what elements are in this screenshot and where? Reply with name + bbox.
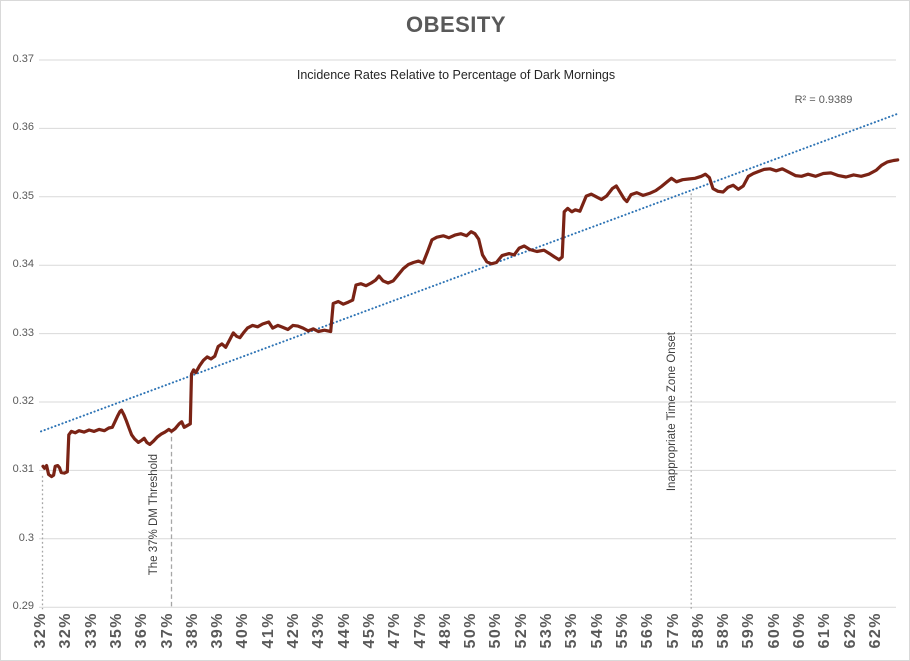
x-axis-tick-label: 37% — [159, 612, 176, 649]
x-axis-tick-label: 58% — [690, 612, 707, 649]
x-axis-tick-label: 60% — [791, 612, 808, 649]
x-axis-tick-label: 41% — [260, 612, 277, 649]
trendline — [40, 112, 900, 433]
x-axis-tick-label: 60% — [766, 612, 783, 649]
x-axis-tick-label: 40% — [234, 612, 251, 649]
x-axis-tick-label: 59% — [740, 612, 757, 649]
x-axis-tick-label: 48% — [437, 612, 454, 649]
y-axis-tick-label: 0.31 — [12, 463, 34, 475]
trendline-r-squared-label: R² = 0.9389 — [794, 94, 853, 106]
incidence-series-line — [41, 158, 900, 479]
x-axis-tick-label: 53% — [538, 612, 555, 649]
x-axis-tick-label: 58% — [715, 612, 732, 649]
x-axis-tick-label: 35% — [108, 612, 125, 649]
x-axis-tick-label: 33% — [83, 612, 100, 649]
x-axis-tick-label: 50% — [462, 612, 479, 649]
annotation-label-inappropriate-time-zone-onset: Inappropriate Time Zone Onset — [666, 332, 678, 492]
x-axis-tick-label: 55% — [614, 612, 631, 649]
x-axis-tick-label: 38% — [184, 612, 201, 649]
x-axis-tick-label: 42% — [285, 612, 302, 649]
annotation-label-37-dm-threshold: The 37% DM Threshold — [148, 454, 160, 576]
y-axis-tick-label: 0.33 — [12, 327, 34, 339]
x-axis-tick-label: 47% — [412, 612, 429, 649]
y-axis-tick-label: 0.29 — [12, 600, 34, 612]
chart-subtitle: Incidence Rates Relative to Percentage o… — [296, 68, 616, 82]
x-axis-tick-label: 32% — [32, 612, 49, 649]
y-axis-tick-label: 0.35 — [12, 190, 34, 202]
x-axis-tick-label: 45% — [361, 612, 378, 649]
y-axis-tick-label: 0.3 — [18, 532, 34, 544]
x-axis-tick-label: 62% — [867, 612, 884, 649]
x-axis-tick-label: 54% — [589, 612, 606, 649]
x-axis-tick-label: 53% — [563, 612, 580, 649]
x-axis-tick-label: 44% — [336, 612, 353, 649]
x-axis-tick-label: 56% — [639, 612, 656, 649]
y-axis-tick-label: 0.37 — [12, 53, 34, 65]
x-axis-tick-label: 36% — [133, 612, 150, 649]
chart-title: OBESITY — [405, 12, 507, 37]
x-axis-tick-label: 61% — [816, 612, 833, 649]
x-axis-tick-label: 47% — [386, 612, 403, 649]
y-axis-tick-label: 0.36 — [12, 121, 34, 133]
x-axis-tick-label: 52% — [513, 612, 530, 649]
x-axis-tick-label: 39% — [209, 612, 226, 649]
x-axis-tick-label: 57% — [665, 612, 682, 649]
y-axis-tick-label: 0.32 — [12, 395, 34, 407]
x-axis-tick-label: 32% — [57, 612, 74, 649]
x-axis-tick-label: 62% — [842, 612, 859, 649]
x-axis-tick-label: 43% — [310, 612, 327, 649]
y-axis-tick-label: 0.34 — [12, 258, 34, 270]
x-axis-tick-label: 50% — [487, 612, 504, 649]
